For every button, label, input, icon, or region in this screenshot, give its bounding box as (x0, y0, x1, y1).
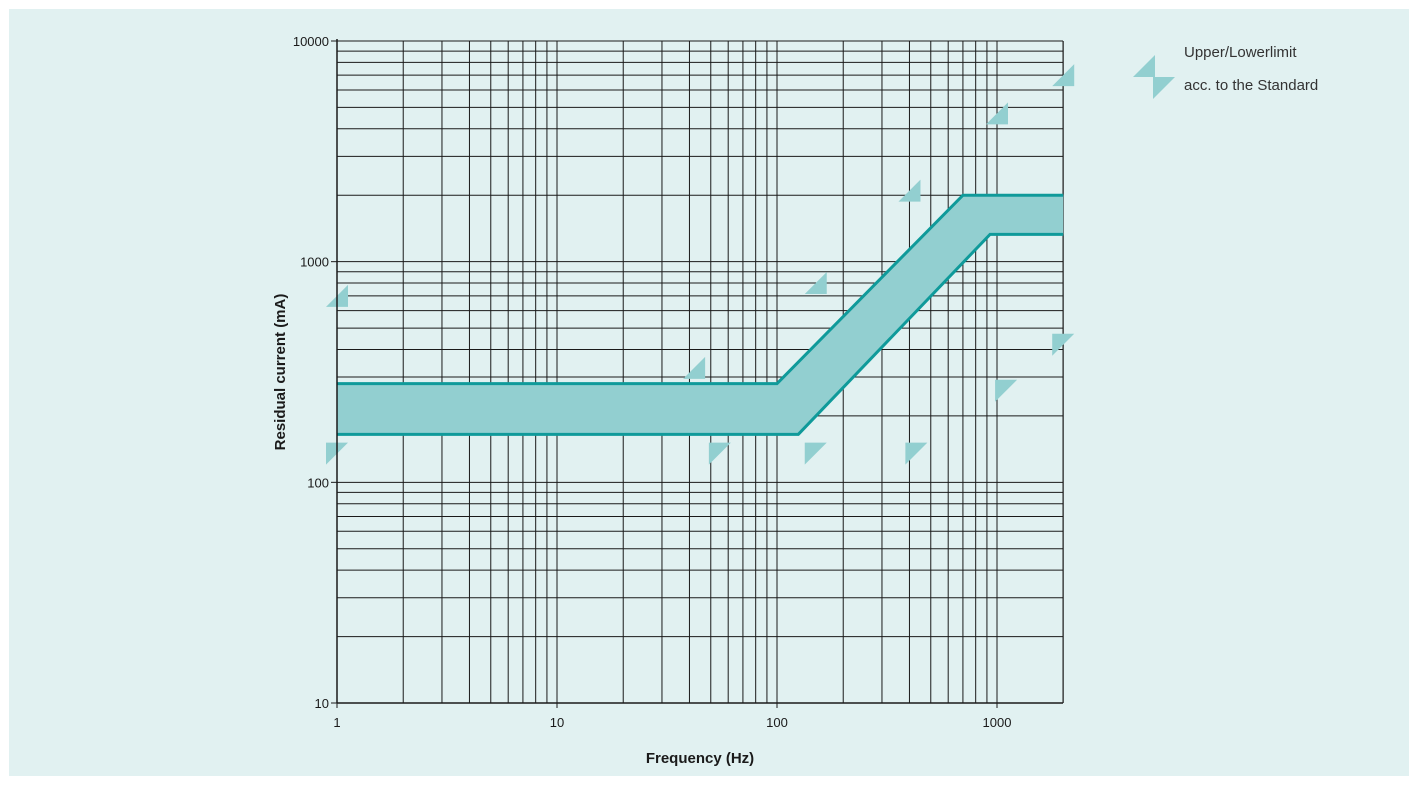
chart-panel: 1 10 100 1000 10 100 1000 10000 Frequency (Hz) … (9, 9, 1409, 776)
band-fill (337, 195, 1064, 435)
lower-limit-marker (905, 442, 928, 465)
lower-limit-marker (708, 442, 731, 465)
x-tick-label: 10 (550, 715, 564, 730)
lower-limit-marker (804, 442, 827, 465)
axes (336, 39, 1063, 704)
tick-labels: 1 10 100 1000 10 100 1000 10000 (293, 34, 1012, 730)
legend-lower-limit-icon (1153, 77, 1175, 99)
lower-limit-line (337, 232, 1064, 436)
lower-limit-marker (995, 379, 1018, 402)
upper-limit-line (337, 193, 1064, 386)
y-axis-title: Residual current (mA) (272, 294, 289, 451)
x-tick-label: 100 (766, 715, 788, 730)
y-tick-label: 1000 (300, 255, 329, 270)
legend-label-line2: acc. to the Standard (1184, 77, 1318, 94)
upper-limit-marker (804, 272, 827, 295)
lower-limit-marker (1052, 333, 1075, 356)
y-tick-label: 10 (315, 696, 329, 711)
legend: Upper/Lowerlimit acc. to the Standard (1133, 44, 1318, 99)
tolerance-band (337, 193, 1064, 436)
upper-limit-marker (683, 356, 706, 379)
legend-upper-limit-icon (1133, 55, 1155, 77)
legend-label-line1: Upper/Lowerlimit (1184, 44, 1297, 61)
upper-limit-marker (1052, 64, 1075, 87)
y-tick-label: 100 (307, 475, 329, 490)
upper-limit-marker (986, 102, 1008, 125)
x-tick-label: 1000 (983, 715, 1012, 730)
x-tick-label: 1 (333, 715, 340, 730)
y-tick-label: 10000 (293, 34, 329, 49)
x-axis-title: Frequency (Hz) (646, 750, 754, 767)
upper-limit-marker (898, 179, 921, 202)
